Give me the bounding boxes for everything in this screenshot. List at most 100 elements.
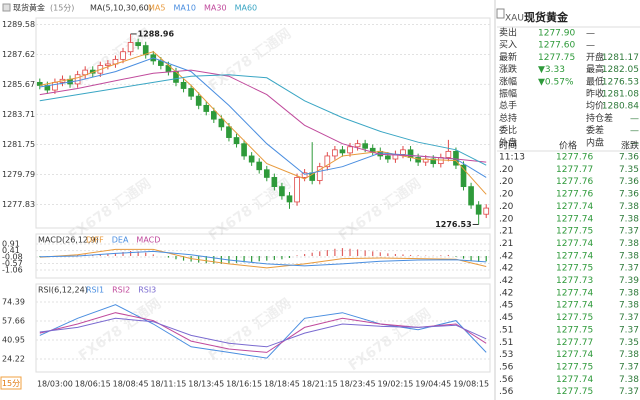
candle-body [301, 172, 308, 178]
line-series [39, 248, 487, 269]
legend-entry: MA5 [148, 4, 165, 13]
candle-body [233, 137, 240, 145]
legend-entry: RSI1 [86, 286, 104, 295]
macd-bar [379, 252, 381, 256]
macd-bar [114, 253, 117, 256]
trade-change: 7.38 [619, 202, 639, 212]
macd-bar [417, 255, 419, 256]
candle-body [475, 204, 482, 215]
trade-price: 1277.75 [556, 227, 593, 237]
x-tick-label: 18/21:15 [302, 380, 338, 389]
quote-value: 1281.08 [602, 90, 639, 100]
quote-value: — [630, 138, 639, 148]
quote-label: 委比 [499, 124, 517, 136]
candle-body [430, 158, 437, 165]
trade-change: 7.36 [619, 190, 639, 200]
trade-time: .21 [499, 227, 513, 237]
trade-price: 1277.74 [556, 202, 593, 212]
period-button[interactable] [0, 376, 22, 390]
x-tick-label: 18/16:15 [226, 380, 262, 389]
macd-bar [182, 256, 185, 261]
candle-body [120, 51, 126, 60]
trade-price: 1277.76 [556, 190, 593, 200]
macd-bar [409, 254, 412, 256]
macd-bar [402, 254, 404, 256]
trades-header: 涨跌 [621, 141, 639, 152]
macd-bar [220, 256, 222, 264]
macd-bar [387, 253, 389, 256]
candle-body [218, 118, 225, 128]
quote-value: 1276.53 [602, 77, 639, 87]
quote-name: 现货黄金 [524, 10, 569, 24]
candle-body [369, 147, 376, 152]
trade-change: 7.39 [619, 276, 639, 286]
icon [2, 3, 11, 12]
legend-title: MACD(26,12,9) [38, 236, 99, 245]
candle-body [210, 111, 217, 120]
x-tick-label: 18/08:45 [113, 380, 149, 389]
y-tick-label: -0.57 [2, 259, 23, 268]
trade-time: .53 [499, 350, 513, 360]
macd-bar [205, 256, 207, 264]
quote-label: 涨幅 [499, 75, 517, 87]
candle-body [347, 146, 353, 154]
trade-price: 1277.73 [556, 276, 593, 286]
legend-entry: RSI3 [138, 286, 156, 295]
macd-bar [394, 254, 397, 256]
x-tick-label: 19/04:45 [415, 380, 451, 389]
quote-label: 开盘 [586, 51, 604, 63]
y-tick-label: 1281.75 [2, 140, 35, 149]
y-tick-label: 24.22 [2, 355, 25, 364]
trade-change: 7.35 [619, 165, 639, 175]
candle-body [263, 169, 270, 178]
y-tick-label: 57.66 [2, 316, 25, 325]
line-series [39, 250, 487, 267]
trade-time: .21 [499, 239, 513, 249]
trade-time: .51 [499, 338, 513, 348]
x-tick-label: 19/02:15 [377, 380, 413, 389]
macd-bar [137, 251, 139, 256]
candle-body [271, 177, 278, 188]
y-tick-label: 1289.58 [2, 20, 35, 29]
quote-label: 买入 [499, 40, 517, 51]
candle-body [407, 149, 414, 158]
macd-bar [107, 253, 109, 256]
trade-time: .45 [499, 313, 513, 323]
candle-body [226, 126, 232, 138]
line-series [39, 51, 487, 195]
period-label[interactable]: 15分 [2, 379, 20, 388]
candle-body [279, 186, 285, 197]
quote-label: 卖出 [499, 27, 517, 39]
macd-bar [455, 256, 457, 257]
candle-body [142, 45, 149, 56]
candle-body [127, 42, 134, 53]
trade-change: 7.37 [619, 387, 639, 397]
trade-time: .42 [499, 264, 513, 274]
legend-entry: MA10 [173, 4, 196, 13]
quote-label: — [586, 41, 595, 51]
macd-bar [304, 254, 306, 256]
y-tick-label: 1285.67 [2, 80, 35, 89]
candle-body [460, 164, 467, 188]
macd-bar [334, 248, 336, 256]
macd-bar [288, 256, 291, 258]
macd-bar [364, 250, 366, 256]
candle-body [354, 143, 361, 148]
candle-body [195, 95, 202, 106]
candle-body [415, 157, 421, 163]
y-tick-label: 1287.62 [2, 50, 35, 59]
trade-price: 1277.74 [556, 214, 593, 224]
trade-time: .51 [499, 325, 513, 335]
legend-title: RSI(6,12,24) [38, 286, 88, 295]
line-series [39, 304, 487, 359]
trade-change: 7.36 [619, 153, 639, 163]
candle-body [385, 155, 391, 160]
quote-label: 最高 [586, 63, 604, 75]
macd-bar [99, 254, 101, 256]
quote-label: 总持 [499, 112, 517, 124]
quote-label: 外盘 [499, 136, 517, 148]
macd-bar [251, 256, 253, 262]
line-series [39, 317, 487, 348]
trade-change: 7.38 [619, 239, 639, 249]
trade-time: .20 [499, 190, 514, 200]
